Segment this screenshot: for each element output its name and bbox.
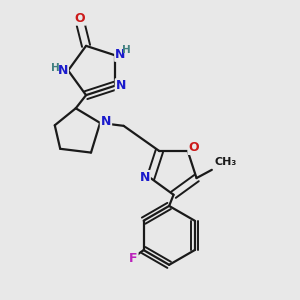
Text: O: O (75, 12, 86, 25)
Text: N: N (115, 48, 125, 61)
Text: N: N (140, 171, 150, 184)
Text: O: O (188, 141, 199, 154)
Text: CH₃: CH₃ (214, 158, 236, 167)
Text: H: H (122, 45, 130, 55)
Text: N: N (116, 79, 126, 92)
Text: F: F (129, 252, 138, 266)
Text: N: N (58, 64, 68, 77)
Text: H: H (51, 63, 60, 73)
Text: N: N (101, 115, 111, 128)
